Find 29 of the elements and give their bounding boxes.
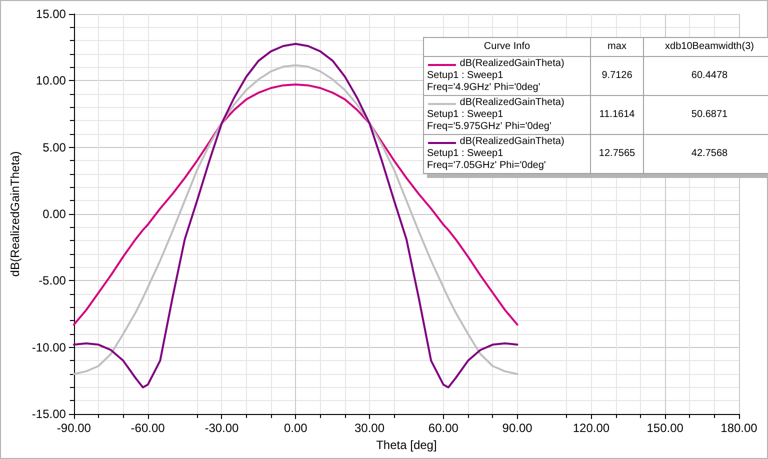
annotation: 50.6871 [644, 96, 768, 134]
x-tick-label: 180.00 [720, 421, 758, 435]
annotation: 11.1614 [590, 96, 644, 134]
x-tick-label: 30.00 [354, 421, 385, 435]
annotation: 12.7565 [590, 134, 644, 174]
legend-label: dB(RealizedGainTheta) Setup1 : Sweep1 Freq='7.05GHz' Phi='0deg' [424, 134, 590, 174]
y-tick-label: -15.00 [32, 407, 66, 421]
x-tick-label: 150.00 [646, 421, 684, 435]
y-tick-label: 15.00 [36, 7, 66, 21]
annotation: max [590, 38, 644, 56]
y-axis-title: dB(RealizedGainTheta) [8, 151, 22, 277]
x-axis-title: Theta [deg] [376, 438, 437, 452]
x-tick-label: -30.00 [204, 421, 240, 435]
y-tick-label: 5.00 [42, 140, 66, 154]
x-tick-label: 90.00 [502, 421, 533, 435]
annotation: 9.7126 [590, 56, 644, 96]
y-tick-label: 10.00 [36, 74, 66, 88]
annotation: 42.7568 [644, 134, 768, 174]
y-tick-label: 0.00 [42, 207, 66, 221]
annotation: xdb10Beamwidth(3) [644, 38, 768, 56]
annotation: Curve Info [424, 38, 590, 56]
annotation: 60.4478 [644, 56, 768, 96]
x-tick-label: -90.00 [56, 421, 92, 435]
x-tick-label: 60.00 [428, 421, 459, 435]
y-tick-label: -10.00 [32, 340, 66, 354]
x-tick-label: 120.00 [572, 421, 610, 435]
x-tick-label: -60.00 [130, 421, 166, 435]
y-tick-label: -5.00 [38, 274, 66, 288]
x-tick-label: 0.00 [284, 421, 308, 435]
